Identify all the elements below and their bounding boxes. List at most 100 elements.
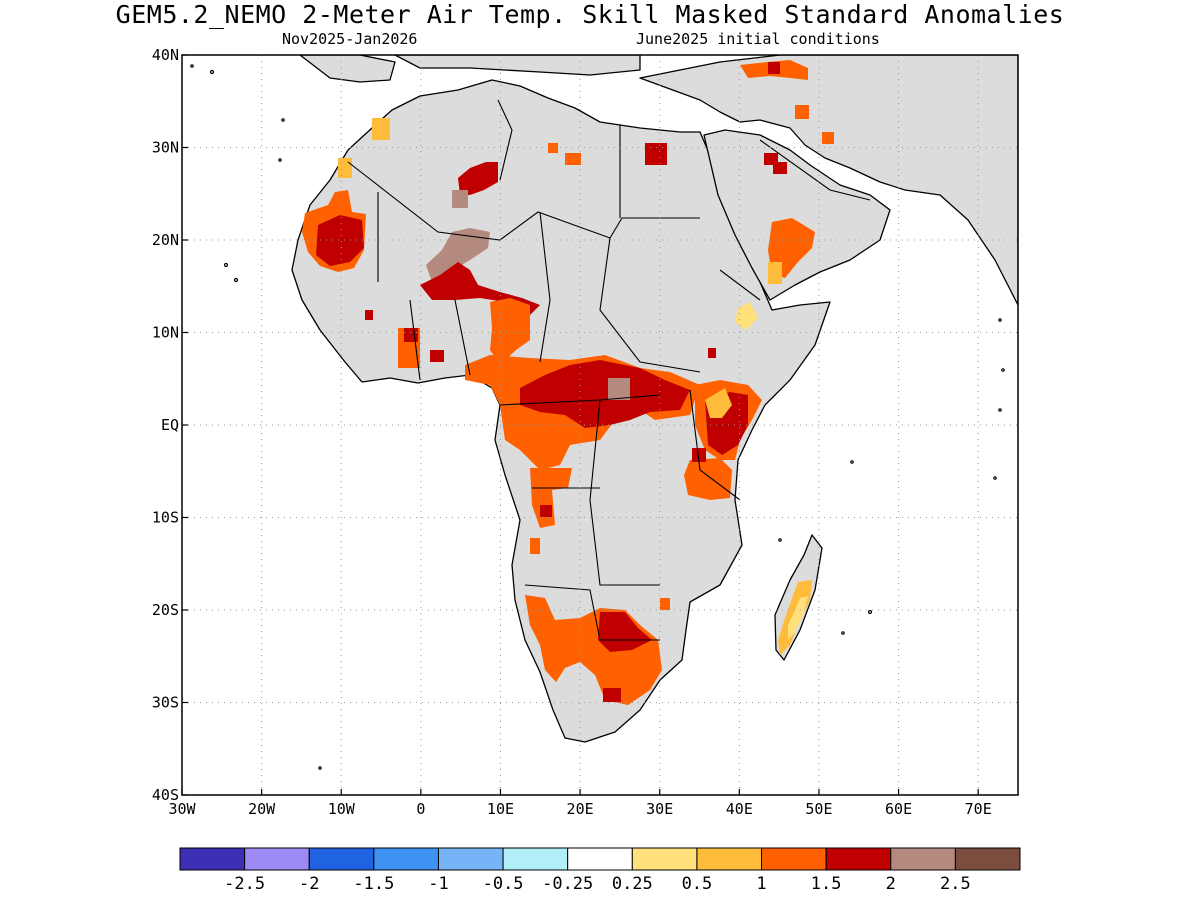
border xyxy=(599,237,701,373)
colorbar-label: -0.5 xyxy=(483,874,524,894)
colorbar-swatch xyxy=(761,847,827,871)
island xyxy=(998,408,1002,412)
colorbar-swatch xyxy=(696,847,763,871)
colorbar-label: 1.5 xyxy=(811,874,842,894)
patch xyxy=(773,162,787,174)
patch-niger-nigeria xyxy=(398,228,540,368)
island xyxy=(209,69,215,75)
patch xyxy=(426,228,490,282)
x-tick-label: 20E xyxy=(567,800,594,818)
patch xyxy=(735,302,758,330)
europe-north xyxy=(394,55,641,76)
island xyxy=(1001,368,1005,372)
patch xyxy=(645,143,667,165)
colorbar-label: -1.5 xyxy=(353,874,394,894)
patch xyxy=(822,132,834,144)
y-tick-label: 20S xyxy=(152,601,179,619)
patch xyxy=(404,328,418,342)
patch-algeria-libya xyxy=(452,143,667,208)
patch xyxy=(608,378,630,400)
x-tick-label: 10W xyxy=(328,800,356,818)
patch xyxy=(598,612,652,652)
patch xyxy=(365,310,373,320)
anomaly-patches xyxy=(302,60,834,705)
y-tick-label: EQ xyxy=(161,416,179,434)
patch xyxy=(520,360,690,428)
border xyxy=(524,584,660,641)
island xyxy=(233,277,239,283)
patch-west-sahara xyxy=(302,190,366,272)
colorbar-swatch xyxy=(631,847,698,871)
patch-southern-africa xyxy=(525,595,670,705)
island xyxy=(223,262,229,268)
island xyxy=(278,158,282,162)
x-tick-label: 40E xyxy=(726,800,753,818)
patch xyxy=(540,505,552,517)
patch xyxy=(372,118,390,140)
colorbar-swatch xyxy=(437,847,504,871)
patch xyxy=(548,143,558,153)
island xyxy=(778,538,782,542)
patch xyxy=(316,215,364,266)
colorbar-label: -2 xyxy=(299,874,319,894)
x-tick-label: 60E xyxy=(885,800,912,818)
border xyxy=(409,299,421,381)
island xyxy=(993,476,997,480)
islands xyxy=(190,64,1005,770)
colorbar-label: -0.25 xyxy=(542,874,593,894)
y-tick-label: 40N xyxy=(152,46,179,64)
patch xyxy=(660,598,670,610)
y-tick-label: 10S xyxy=(152,509,179,527)
x-tick-label: 30W xyxy=(168,800,196,818)
y-tick-label: 20N xyxy=(152,231,179,249)
border xyxy=(497,99,513,181)
colorbar-swatch xyxy=(954,847,1021,871)
border xyxy=(759,139,871,201)
x-tick-label: 20W xyxy=(248,800,276,818)
x-axis: 30W 20W 10W 0 10E 20E 30E 40E 50E 60E 70E xyxy=(168,789,992,818)
border xyxy=(539,211,551,363)
x-tick-label: 30E xyxy=(646,800,673,818)
patch xyxy=(708,348,716,358)
patch xyxy=(705,388,732,418)
patch xyxy=(788,596,808,640)
patch xyxy=(458,162,498,195)
colorbar-swatch xyxy=(502,847,569,871)
colorbar-label: 2.5 xyxy=(940,874,971,894)
colorbar-label: 0.25 xyxy=(612,874,653,894)
colorbar-swatch xyxy=(890,847,956,871)
patch-central-africa xyxy=(465,355,700,470)
x-tick-label: 0 xyxy=(416,800,425,818)
middle-east-landmass xyxy=(639,55,1018,306)
x-tick-label: 50E xyxy=(805,800,832,818)
y-axis: 40N 30N 20N 10N EQ 10S 20S 30S 40S xyxy=(152,46,188,804)
colorbar-swatch xyxy=(244,847,310,871)
border xyxy=(347,161,700,241)
patch xyxy=(768,262,782,284)
patch xyxy=(490,298,530,365)
map-title: GEM5.2_NEMO 2-Meter Air Temp. Skill Mask… xyxy=(115,0,1065,29)
y-tick-label: 40S xyxy=(152,786,179,804)
map-panel xyxy=(182,55,1018,795)
arabian-peninsula xyxy=(703,129,891,301)
colorbar-label: 2 xyxy=(886,874,896,894)
x-tick-label: 10E xyxy=(487,800,514,818)
island xyxy=(318,766,322,770)
iberia xyxy=(299,55,396,83)
y-tick-label: 30N xyxy=(152,139,179,157)
patch xyxy=(430,350,444,362)
border xyxy=(589,399,660,586)
colorbar-label: -2.5 xyxy=(224,874,265,894)
patch xyxy=(692,448,706,462)
colorbar-swatch xyxy=(179,847,246,871)
island xyxy=(281,118,285,122)
patch xyxy=(452,190,468,208)
colorbar-label: 1 xyxy=(756,874,766,894)
patch xyxy=(338,158,352,178)
season-label: Nov2025-Jan2026 xyxy=(282,30,418,48)
colorbar-swatch xyxy=(308,847,375,871)
colorbar-label: 0.5 xyxy=(682,874,713,894)
island xyxy=(850,460,854,464)
grid xyxy=(182,55,1018,795)
